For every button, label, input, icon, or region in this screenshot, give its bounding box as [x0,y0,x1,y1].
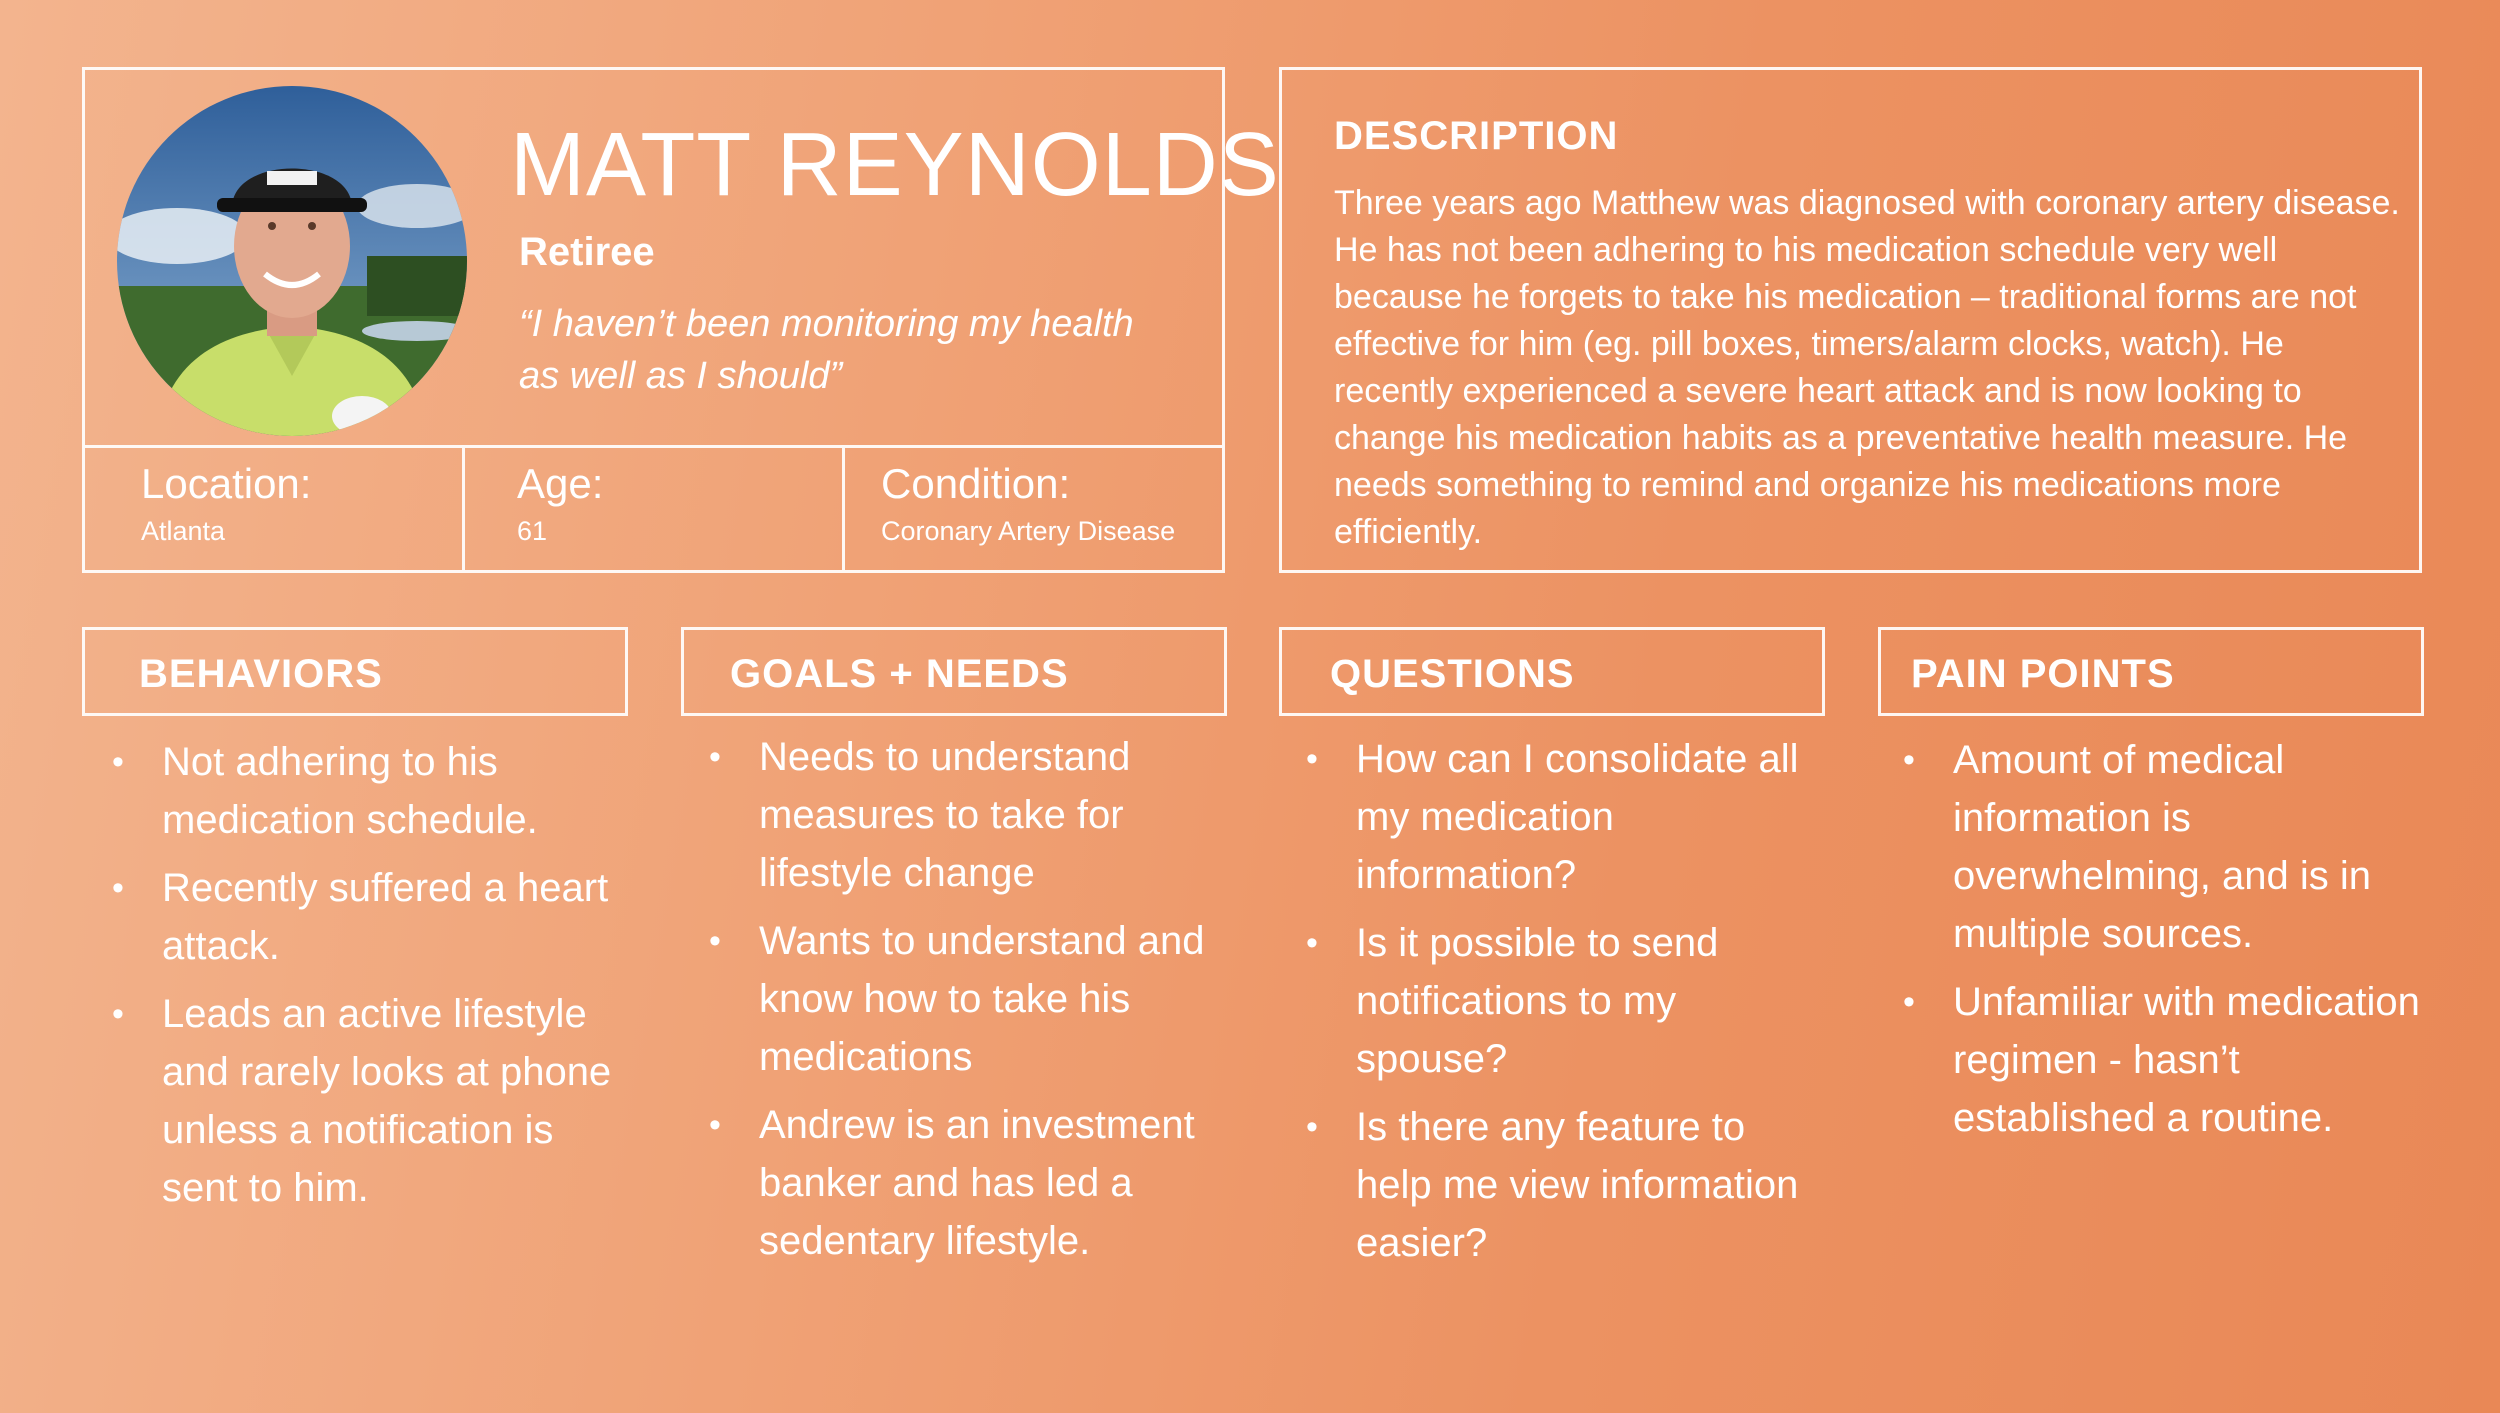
description-text: Three years ago Matthew was diagnosed wi… [1334,184,2400,551]
list-item: • Amount of medical information is overwh… [1901,731,2421,963]
list-item: • Wants to understand and know how to tak… [707,912,1227,1086]
persona-name: MATT REYNOLDS [510,115,1280,215]
behaviors-header: BEHAVIORS [82,627,628,716]
age-value: 61 [517,516,548,546]
condition-label: Condition: [881,460,1071,507]
bullet-icon: • [709,1106,721,1144]
list-item-text: Andrew is an investment banker and has l… [759,1103,1195,1263]
bullet-icon: • [709,922,721,960]
bullet-icon: • [112,743,124,781]
bullet-icon: • [112,869,124,907]
pain-points-list: • Amount of medical information is overwh… [1901,731,2421,1157]
bullet-icon: • [1306,1108,1318,1146]
questions-header: QUESTIONS [1279,627,1825,716]
list-item-text: Is there any feature to help me view inf… [1356,1105,1799,1265]
list-item: • Unfamiliar with medication regimen - ha… [1901,973,2421,1147]
list-item-text: Leads an active lifestyle and rarely loo… [162,992,612,1210]
list-item-text: Wants to understand and know how to take… [759,919,1205,1079]
list-item: • Not adhering to his medication schedule… [110,733,630,849]
list-item: • Recently suffered a heart attack. [110,859,630,975]
behaviors-title: BEHAVIORS [139,652,383,696]
age-cell: Age: 61 [465,448,845,570]
description-title: DESCRIPTION [1334,114,1619,158]
pain-points-header: PAIN POINTS [1878,627,2424,716]
goals-list: • Needs to understand measures to take fo… [707,728,1227,1280]
list-item-text: How can I consolidate all my medication … [1356,737,1799,897]
goals-title: GOALS + NEEDS [730,652,1069,696]
condition-value: Coronary Artery Disease [881,516,1176,546]
age-label: Age: [517,460,604,507]
list-item-text: Is it possible to send notifications to … [1356,921,1719,1081]
list-item-text: Not adhering to his medication schedule. [162,740,538,842]
info-row: Location: Atlanta Age: 61 Condition: Cor… [85,445,1222,570]
list-item: • Is it possible to send notifications to… [1304,914,1824,1088]
list-item-text: Recently suffered a heart attack. [162,866,609,968]
bullet-icon: • [1306,924,1318,962]
location-cell: Location: Atlanta [85,448,465,570]
behaviors-list: • Not adhering to his medication schedule… [110,733,630,1227]
questions-list: • How can I consolidate all my medication… [1304,730,1824,1282]
bullet-icon: • [1306,740,1318,778]
portrait-image [117,86,467,436]
list-item: • Leads an active lifestyle and rarely lo… [110,985,630,1217]
list-item: • How can I consolidate all my medication… [1304,730,1824,904]
list-item: • Is there any feature to help me view in… [1304,1098,1824,1272]
goals-header: GOALS + NEEDS [681,627,1227,716]
list-item-text: Amount of medical information is overwhe… [1953,738,2371,956]
description-card: DESCRIPTION Three years ago Matthew was … [1279,67,2422,573]
bullet-icon: • [1903,983,1915,1021]
questions-title: QUESTIONS [1330,652,1575,696]
bullet-icon: • [1903,741,1915,779]
condition-cell: Condition: Coronary Artery Disease [845,448,1222,570]
persona-quote: “I haven’t been monitoring my health as … [519,303,1134,397]
location-value: Atlanta [141,516,226,546]
pain-points-title: PAIN POINTS [1911,652,2175,696]
bullet-icon: • [112,995,124,1033]
list-item: • Needs to understand measures to take fo… [707,728,1227,902]
location-label: Location: [141,460,312,507]
persona-role: Retiree [519,230,655,274]
profile-card: MATT REYNOLDS Retiree “I haven’t been mo… [82,67,1279,573]
list-item-text: Needs to understand measures to take for… [759,735,1131,895]
list-item-text: Unfamiliar with medication regimen - has… [1953,980,2420,1140]
avatar [117,86,467,436]
list-item: • Andrew is an investment banker and has … [707,1096,1227,1270]
bullet-icon: • [709,738,721,776]
